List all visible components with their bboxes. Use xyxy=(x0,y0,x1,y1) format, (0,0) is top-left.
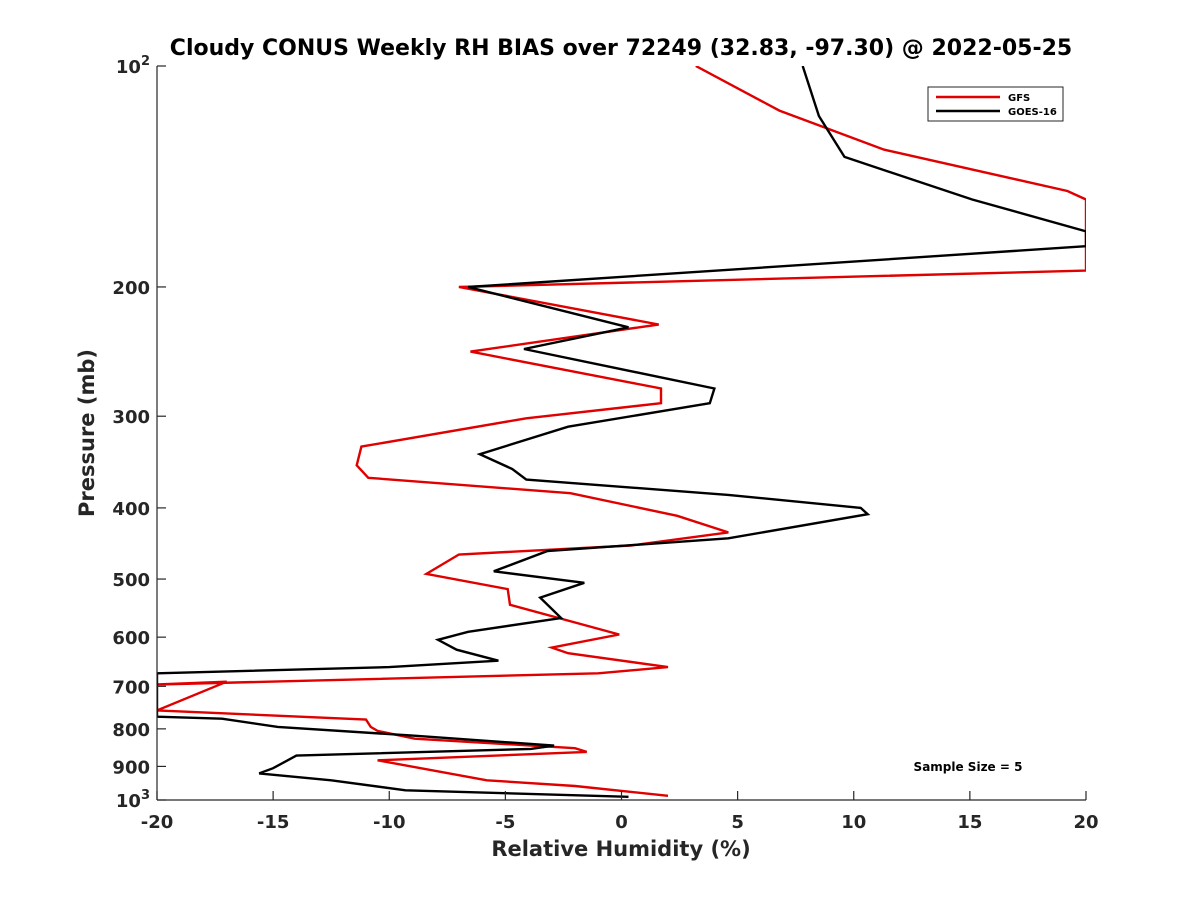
x-tick-label: 15 xyxy=(957,812,982,833)
y-tick-label: 200 xyxy=(112,278,150,299)
y-axis-label: Pressure (mb) xyxy=(75,349,99,517)
x-axis-label: Relative Humidity (%) xyxy=(491,837,750,861)
x-tick-label: -5 xyxy=(495,812,515,833)
x-tick-label: -10 xyxy=(373,812,406,833)
x-tick-label: 0 xyxy=(615,812,628,833)
sample-size-annotation: Sample Size = 5 xyxy=(914,760,1023,774)
plot-area xyxy=(157,66,1086,798)
chart-title: Cloudy CONUS Weekly RH BIAS over 72249 (… xyxy=(170,36,1072,61)
y-tick-label: 400 xyxy=(112,499,150,520)
x-tick-label: 5 xyxy=(731,812,744,833)
y-tick-label: 700 xyxy=(112,677,150,698)
x-tick-label: -15 xyxy=(257,812,290,833)
axes: -20 -15 -10 -5 0 5 10 15 20 102 200 300 400 500 600 700… xyxy=(112,54,1098,833)
y-tick-label: 102 xyxy=(116,54,150,78)
series-line-goes-16 xyxy=(157,66,1086,798)
x-tick-label: 20 xyxy=(1073,812,1098,833)
y-tick-label: 800 xyxy=(112,720,150,741)
y-tick-label: 900 xyxy=(112,757,150,778)
series-line-gfs xyxy=(157,66,1086,797)
y-tick-label: 500 xyxy=(112,570,150,591)
legend-box xyxy=(927,86,1064,122)
y-tick-label: 300 xyxy=(112,407,150,428)
legend-label-gfs: GFS xyxy=(1008,93,1030,104)
legend: GFS GOES-16 xyxy=(927,86,1064,122)
y-tick-label: 103 xyxy=(116,788,150,812)
x-tick-label: -20 xyxy=(141,812,174,833)
x-tick-label: 10 xyxy=(841,812,866,833)
y-tick-label: 600 xyxy=(112,628,150,649)
legend-label-goes-16: GOES-16 xyxy=(1008,107,1057,118)
